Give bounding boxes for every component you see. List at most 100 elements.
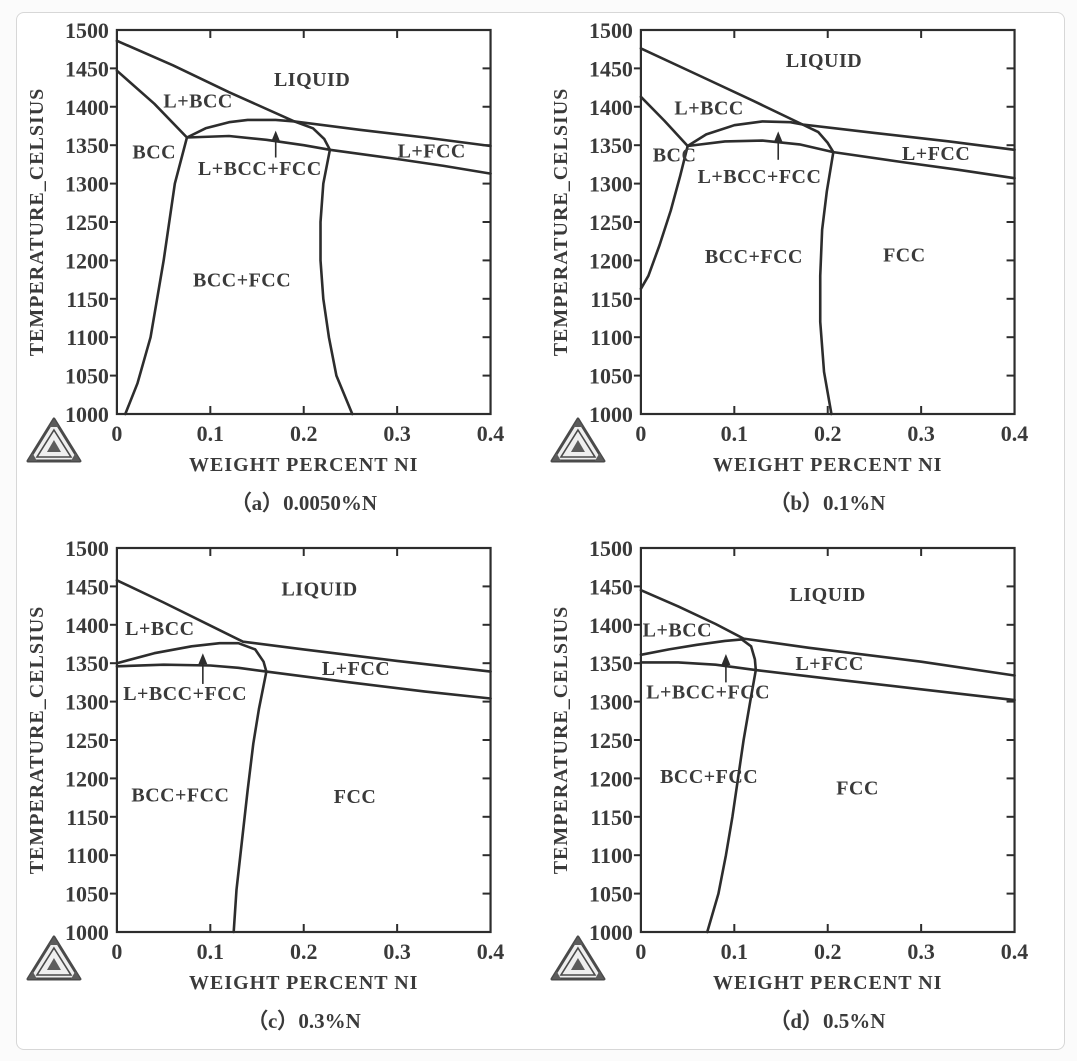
x-tick-label: 0	[635, 421, 646, 446]
y-tick-label: 1050	[588, 364, 632, 389]
thermocalc-logo-inner-triangle	[559, 946, 596, 976]
y-tick-label: 1200	[65, 766, 109, 791]
thermocalc-logo-corner-accents	[27, 937, 80, 979]
region-label-bcc-fcc: BCC+FCC	[131, 784, 229, 806]
y-tick-label: 1500	[65, 18, 109, 43]
phase-diagram-a: 1000 1050 1100 1150 1200 1250 1300 1350 1400 1450…	[17, 13, 541, 531]
region-label-l-bcc-fcc: L+BCC+FCC	[697, 166, 821, 188]
subplot-caption-b: （b）0.1%N	[769, 490, 886, 515]
x-tick-label: 0.2	[813, 421, 840, 446]
thermocalc-logo-corner-accents	[551, 419, 604, 461]
thermocalc-logo-center-triangle	[46, 440, 61, 452]
thermocalc-logo-corner-accents	[551, 937, 604, 979]
subplot-caption-c: （c）0.3%N	[247, 1008, 361, 1033]
subplot-caption-d: （d）0.5%N	[769, 1008, 886, 1033]
region-label-l-fcc: L+FCC	[322, 658, 390, 680]
y-tick-label: 1250	[65, 728, 109, 753]
region-label-liquid: LIQUID	[281, 579, 357, 601]
curve-fcc-solvus	[232, 670, 268, 934]
figure-card: 1000 1050 1100 1150 1200 1250 1300 1350 1400 1450…	[16, 12, 1065, 1050]
region-label-bcc: BCC	[652, 144, 696, 166]
thermocalc-logo-inner-triangle	[35, 428, 73, 458]
y-tick-label: 1000	[588, 402, 632, 427]
y-tick-label: 1500	[65, 536, 109, 561]
y-axis-title: TEMPERATURE_CELSIUS	[549, 88, 571, 357]
y-tick-label: 1050	[588, 882, 632, 907]
y-tick-label: 1150	[590, 805, 633, 830]
curve-fcc-solvus	[818, 150, 835, 416]
phase-diagram-c-canvas: 1000 1050 1100 1150 1200 1250 1300 1350 1400 1450…	[26, 536, 504, 994]
y-tick-label: 1200	[588, 766, 632, 791]
curve-fcc-solvus	[705, 668, 757, 934]
region-label-fcc: FCC	[334, 786, 377, 808]
x-tick-label: 0.3	[907, 421, 934, 446]
y-tick-label: 1150	[66, 287, 109, 312]
y-tick-label: 1450	[588, 574, 632, 599]
y-tick-label: 1450	[65, 574, 109, 599]
region-label-l-fcc: L+FCC	[398, 141, 466, 163]
region-label-bcc: BCC	[132, 141, 176, 163]
region-label-bcc-fcc: BCC+FCC	[704, 246, 802, 268]
phase-diagram-d-canvas: 1000 1050 1100 1150 1200 1250 1300 1350 1400 1450…	[549, 536, 1027, 994]
curve-fcc-solvus	[319, 148, 354, 416]
curve-bcc-solidus	[115, 69, 189, 139]
y-tick-label: 1350	[588, 651, 632, 676]
y-tick-label: 1150	[590, 287, 633, 312]
y-tick-label: 1400	[588, 613, 632, 638]
region-label-fcc: FCC	[883, 244, 926, 266]
thermocalc-logo-center-triangle	[570, 958, 585, 970]
y-axis-title: TEMPERATURE_CELSIUS	[26, 88, 48, 357]
region-label-liquid: LIQUID	[785, 50, 861, 72]
curve-bcc-solvus	[123, 136, 189, 416]
subplot-caption-a: （a）0.0050%N	[230, 490, 378, 515]
y-tick-label: 1200	[588, 248, 632, 273]
x-axis-title: WEIGHT PERCENT NI	[713, 972, 942, 994]
region-label-bcc-fcc: BCC+FCC	[193, 270, 291, 292]
y-tick-label: 1050	[65, 364, 109, 389]
x-tick-label: 0.1	[197, 939, 224, 964]
curve-fcc-solidus	[185, 134, 492, 175]
annotation-arrow-head	[271, 130, 281, 142]
region-label-l-bcc-fcc: L+BCC+FCC	[198, 158, 322, 180]
region-label-l-fcc: L+FCC	[901, 143, 969, 165]
curve-bcc-solvus	[639, 144, 689, 291]
curve-bcc-solidus	[639, 95, 689, 148]
curve-fcc-solidus	[639, 661, 1016, 702]
x-tick-label: 0.1	[197, 421, 224, 446]
y-tick-label: 1300	[588, 172, 632, 197]
phase-diagram-b: 1000 1050 1100 1150 1200 1250 1300 1350 1400 1450…	[541, 13, 1065, 531]
y-tick-label: 1500	[588, 18, 632, 43]
thermocalc-logo-corner-accents	[27, 419, 80, 461]
x-tick-label: 0.4	[1000, 421, 1027, 446]
plot-frame	[639, 28, 1016, 416]
x-axis-title: WEIGHT PERCENT NI	[189, 972, 418, 994]
y-tick-label: 1300	[65, 690, 109, 715]
x-tick-label: 0	[635, 939, 646, 964]
x-tick-label: 0.1	[720, 939, 747, 964]
region-label-bcc-fcc: BCC+FCC	[660, 766, 758, 788]
x-tick-label: 0.2	[290, 939, 317, 964]
y-tick-label: 1100	[66, 843, 109, 868]
y-tick-label: 1100	[590, 843, 633, 868]
region-label-l-bcc: L+BCC	[674, 98, 743, 120]
y-tick-label: 1100	[66, 325, 109, 350]
y-tick-label: 1000	[65, 920, 109, 945]
x-tick-label: 0.4	[477, 421, 504, 446]
y-tick-label: 1350	[588, 133, 632, 158]
y-tick-label: 1500	[588, 536, 632, 561]
subplot-grid: 1000 1050 1100 1150 1200 1250 1300 1350 1400 1450…	[17, 13, 1064, 1049]
y-tick-label: 1000	[588, 920, 632, 945]
curve-peritectic-arc	[115, 641, 268, 673]
x-axis-title: WEIGHT PERCENT NI	[189, 454, 418, 476]
y-tick-label: 1450	[65, 56, 109, 81]
annotation-arrow-head	[773, 131, 783, 143]
region-label-fcc: FCC	[836, 778, 879, 800]
curve-peritectic-arc	[185, 118, 332, 152]
phase-diagram-c: 1000 1050 1100 1150 1200 1250 1300 1350 1400 1450…	[17, 531, 541, 1049]
thermocalc-logo-center-triangle	[570, 440, 585, 452]
curve-liquidus	[115, 579, 492, 673]
x-axis-title: WEIGHT PERCENT NI	[713, 454, 942, 476]
y-tick-label: 1400	[65, 613, 109, 638]
phase-diagram-a-canvas: 1000 1050 1100 1150 1200 1250 1300 1350 1400 1450…	[26, 18, 504, 476]
region-label-l-bcc: L+BCC	[163, 91, 232, 113]
